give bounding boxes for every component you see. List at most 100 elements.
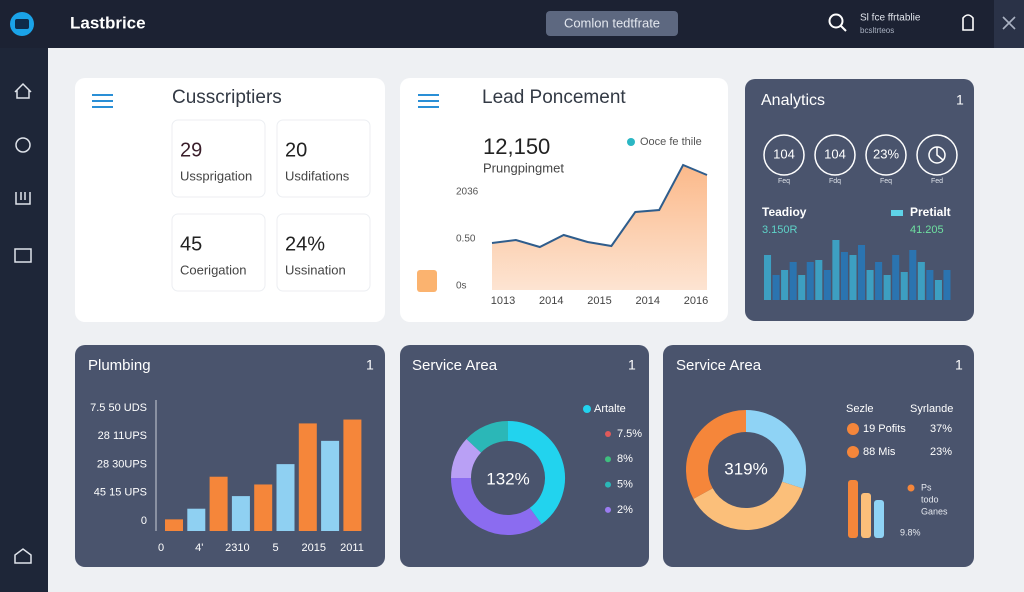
bar: [276, 464, 295, 531]
bar: [806, 262, 814, 300]
ring-label: Fed: [931, 178, 943, 185]
note-line: Ps: [921, 482, 932, 492]
bar: [254, 484, 273, 531]
bar: [815, 260, 823, 300]
user-sub: bcsltrteos: [860, 26, 894, 35]
bar: [772, 275, 780, 300]
nav-home[interactable]: [14, 82, 32, 99]
donut-segment: [693, 481, 804, 530]
card-menu[interactable]: 1: [955, 357, 963, 373]
nav-grid[interactable]: [14, 248, 32, 263]
x-tick-label: 2015: [587, 295, 611, 307]
area-line: [491, 163, 708, 249]
bar: [764, 255, 772, 300]
bar: [209, 476, 228, 531]
search-icon-handle[interactable]: [840, 25, 847, 32]
legend-label: 8%: [617, 453, 633, 465]
legend-dot: [907, 484, 915, 492]
top-button[interactable]: [546, 11, 678, 36]
stat-value: 24%: [285, 233, 325, 255]
legend-title: Artalte: [594, 403, 626, 415]
row-label: 88 Mis: [863, 446, 896, 458]
x-tick-label: 0: [158, 542, 164, 554]
x-tick-label: 2011: [340, 542, 364, 554]
legend-dot: [847, 423, 859, 435]
legend-swatch: [891, 210, 903, 216]
card-title: Lead Poncement: [482, 87, 626, 108]
stat-label: Pretialt: [910, 205, 951, 219]
stat-label: Usdifations: [285, 168, 350, 183]
column-header: Syrlande: [910, 403, 953, 415]
legend-dot: [605, 431, 611, 437]
card-menu[interactable]: 1: [956, 92, 964, 108]
legend-label: 5%: [617, 479, 633, 491]
stat-tile: [171, 119, 266, 198]
x-tick-label: 4': [195, 542, 203, 554]
card-title: Plumbing: [88, 357, 151, 374]
x-tick-label: 2015: [302, 542, 326, 554]
ring: [916, 134, 958, 176]
x-tick-label: 2310: [225, 542, 249, 554]
ring-label: Feq: [778, 178, 790, 185]
menu-icon[interactable]: [418, 94, 439, 108]
bar: [231, 496, 250, 531]
menu-icon[interactable]: [92, 94, 113, 108]
bar: [943, 270, 951, 300]
x-tick-label: 2016: [684, 295, 708, 307]
nav-book[interactable]: [15, 192, 31, 205]
bar: [866, 270, 874, 300]
y-tick-label: 0: [141, 515, 147, 527]
logo-mark: [15, 19, 29, 29]
ring: [865, 134, 907, 176]
bar: [900, 272, 908, 300]
bar: [298, 423, 317, 531]
card-title: Cusscriptiers: [172, 87, 282, 108]
bell-icon[interactable]: [962, 14, 974, 31]
x-tick-label: 5: [273, 542, 279, 554]
brand: Lastbrice: [70, 13, 146, 32]
nav-chart[interactable]: [15, 137, 31, 153]
legend-dot: [605, 456, 611, 463]
search-icon[interactable]: [828, 13, 844, 29]
note-line: Ganes: [921, 506, 948, 516]
x-tick-label: 2014: [539, 295, 563, 307]
bar: [840, 252, 848, 300]
bar: [823, 270, 831, 300]
card-title: Service Area: [412, 357, 498, 374]
bar: [165, 519, 183, 531]
bar: [875, 262, 883, 300]
x-tick-label: 2014: [636, 295, 660, 307]
stat-value: 41.205: [910, 224, 944, 236]
legend-dot: [583, 405, 591, 413]
stat-tile: [276, 119, 371, 198]
card-title: Service Area: [676, 357, 762, 374]
donut-segment: [686, 410, 747, 499]
legend-label: 2%: [617, 504, 633, 516]
bar: [892, 255, 900, 300]
nav-bottom[interactable]: [14, 548, 32, 564]
stat-value: 29: [180, 139, 202, 161]
note-foot: 9.8%: [900, 527, 921, 537]
column-header: Sezle: [846, 403, 874, 415]
card-menu[interactable]: 1: [628, 357, 636, 373]
donut-segment: [745, 410, 806, 489]
bar: [849, 255, 857, 300]
bar: [343, 419, 362, 531]
bar: [926, 270, 934, 300]
bar: [789, 262, 797, 300]
legend-dot: [605, 506, 611, 513]
close-icon[interactable]: [1002, 16, 1016, 30]
sidebar: [0, 48, 48, 592]
bar: [858, 245, 866, 300]
card-menu[interactable]: 1: [366, 357, 374, 373]
top-button-label[interactable]: Comlon tedtfrate: [564, 15, 660, 30]
y-tick-label: 45 15 UPS: [94, 487, 147, 499]
stat-label: Teadioy: [762, 205, 807, 219]
y-tick-label: 2036: [456, 187, 479, 198]
ring-value: 104: [824, 146, 846, 161]
donut-center: 319%: [724, 459, 767, 478]
bar: [781, 270, 789, 300]
stat-value: 20: [285, 139, 307, 161]
